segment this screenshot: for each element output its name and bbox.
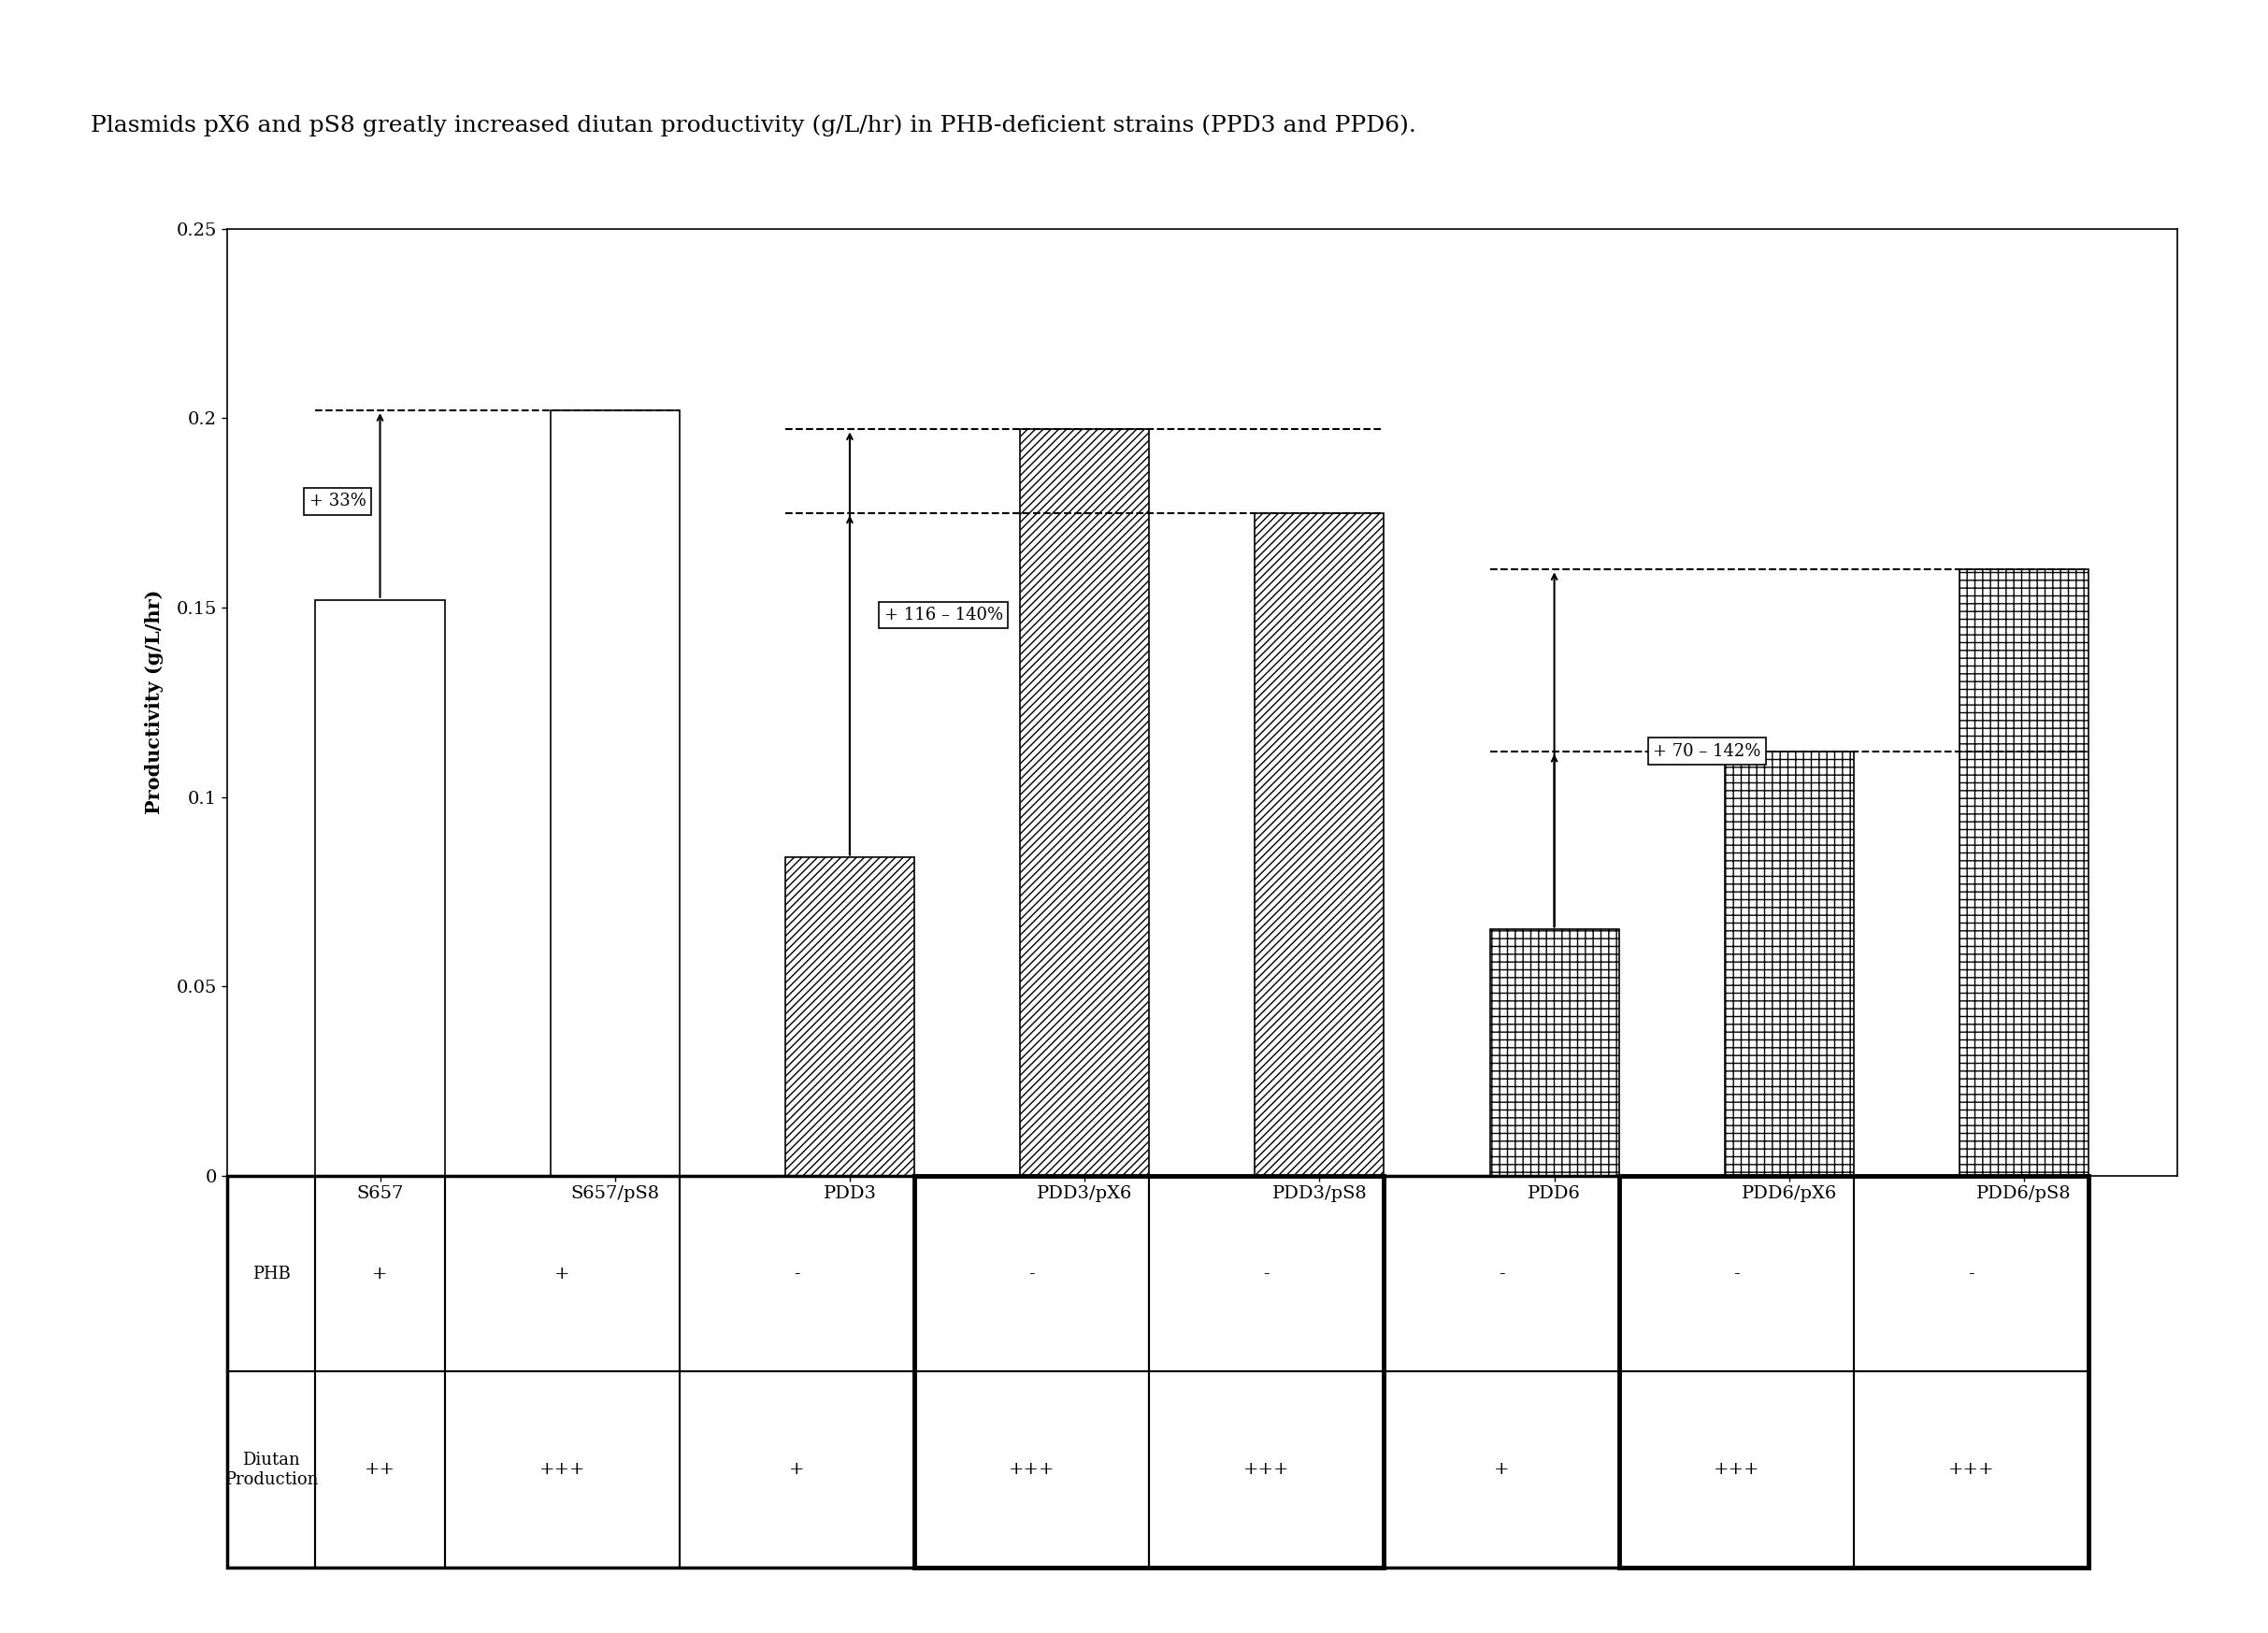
Text: -: - — [1030, 1266, 1034, 1282]
Text: +++: +++ — [1948, 1462, 1994, 1478]
Text: + 116 – 140%: + 116 – 140% — [885, 606, 1002, 624]
Bar — [315, 599, 445, 1176]
Bar — [680, 1176, 914, 1372]
Bar — [227, 1372, 315, 1568]
Bar — [315, 1372, 445, 1568]
Text: + 33%: + 33% — [308, 493, 365, 509]
Bar — [1254, 513, 1383, 1176]
Bar — [785, 857, 914, 1176]
Bar — [1724, 751, 1853, 1176]
Bar — [1490, 929, 1619, 1176]
Y-axis label: Productivity (g/L/hr): Productivity (g/L/hr) — [145, 590, 163, 815]
Bar — [1150, 1372, 1383, 1568]
Text: ++: ++ — [365, 1462, 395, 1478]
Bar — [445, 1176, 680, 1372]
Bar — [1021, 429, 1150, 1176]
Bar — [914, 1176, 1150, 1372]
Text: -: - — [794, 1266, 801, 1282]
Text: Diutan
Production: Diutan Production — [225, 1452, 318, 1488]
Bar — [1853, 1176, 2089, 1372]
Bar — [1383, 1176, 1619, 1372]
Bar — [1150, 1176, 1383, 1372]
Text: +: + — [789, 1462, 805, 1478]
Bar — [1619, 1176, 2089, 1568]
Bar — [1619, 1176, 1853, 1372]
Text: +++: +++ — [1712, 1462, 1760, 1478]
Bar — [445, 1372, 680, 1568]
Bar — [914, 1372, 1150, 1568]
Bar — [1853, 1372, 2089, 1568]
Text: +++: +++ — [540, 1462, 585, 1478]
Bar — [1960, 570, 2089, 1176]
Text: +: + — [1495, 1462, 1508, 1478]
Text: -: - — [1733, 1266, 1740, 1282]
Text: PHB: PHB — [252, 1266, 290, 1282]
Text: +: + — [553, 1266, 569, 1282]
Bar — [1383, 1372, 1619, 1568]
Text: + 70 – 142%: + 70 – 142% — [1653, 743, 1760, 759]
Bar — [551, 410, 680, 1176]
Text: -: - — [1263, 1266, 1270, 1282]
Bar — [1619, 1372, 1853, 1568]
Bar — [227, 1176, 315, 1372]
Text: +++: +++ — [1009, 1462, 1055, 1478]
Bar — [914, 1176, 1383, 1568]
Text: -: - — [1499, 1266, 1504, 1282]
Text: +++: +++ — [1243, 1462, 1290, 1478]
Text: +: + — [372, 1266, 388, 1282]
Text: -: - — [1969, 1266, 1973, 1282]
Bar — [315, 1176, 445, 1372]
Bar — [680, 1372, 914, 1568]
Text: Plasmids pX6 and pS8 greatly increased diutan productivity (g/L/hr) in PHB-defic: Plasmids pX6 and pS8 greatly increased d… — [91, 114, 1415, 136]
